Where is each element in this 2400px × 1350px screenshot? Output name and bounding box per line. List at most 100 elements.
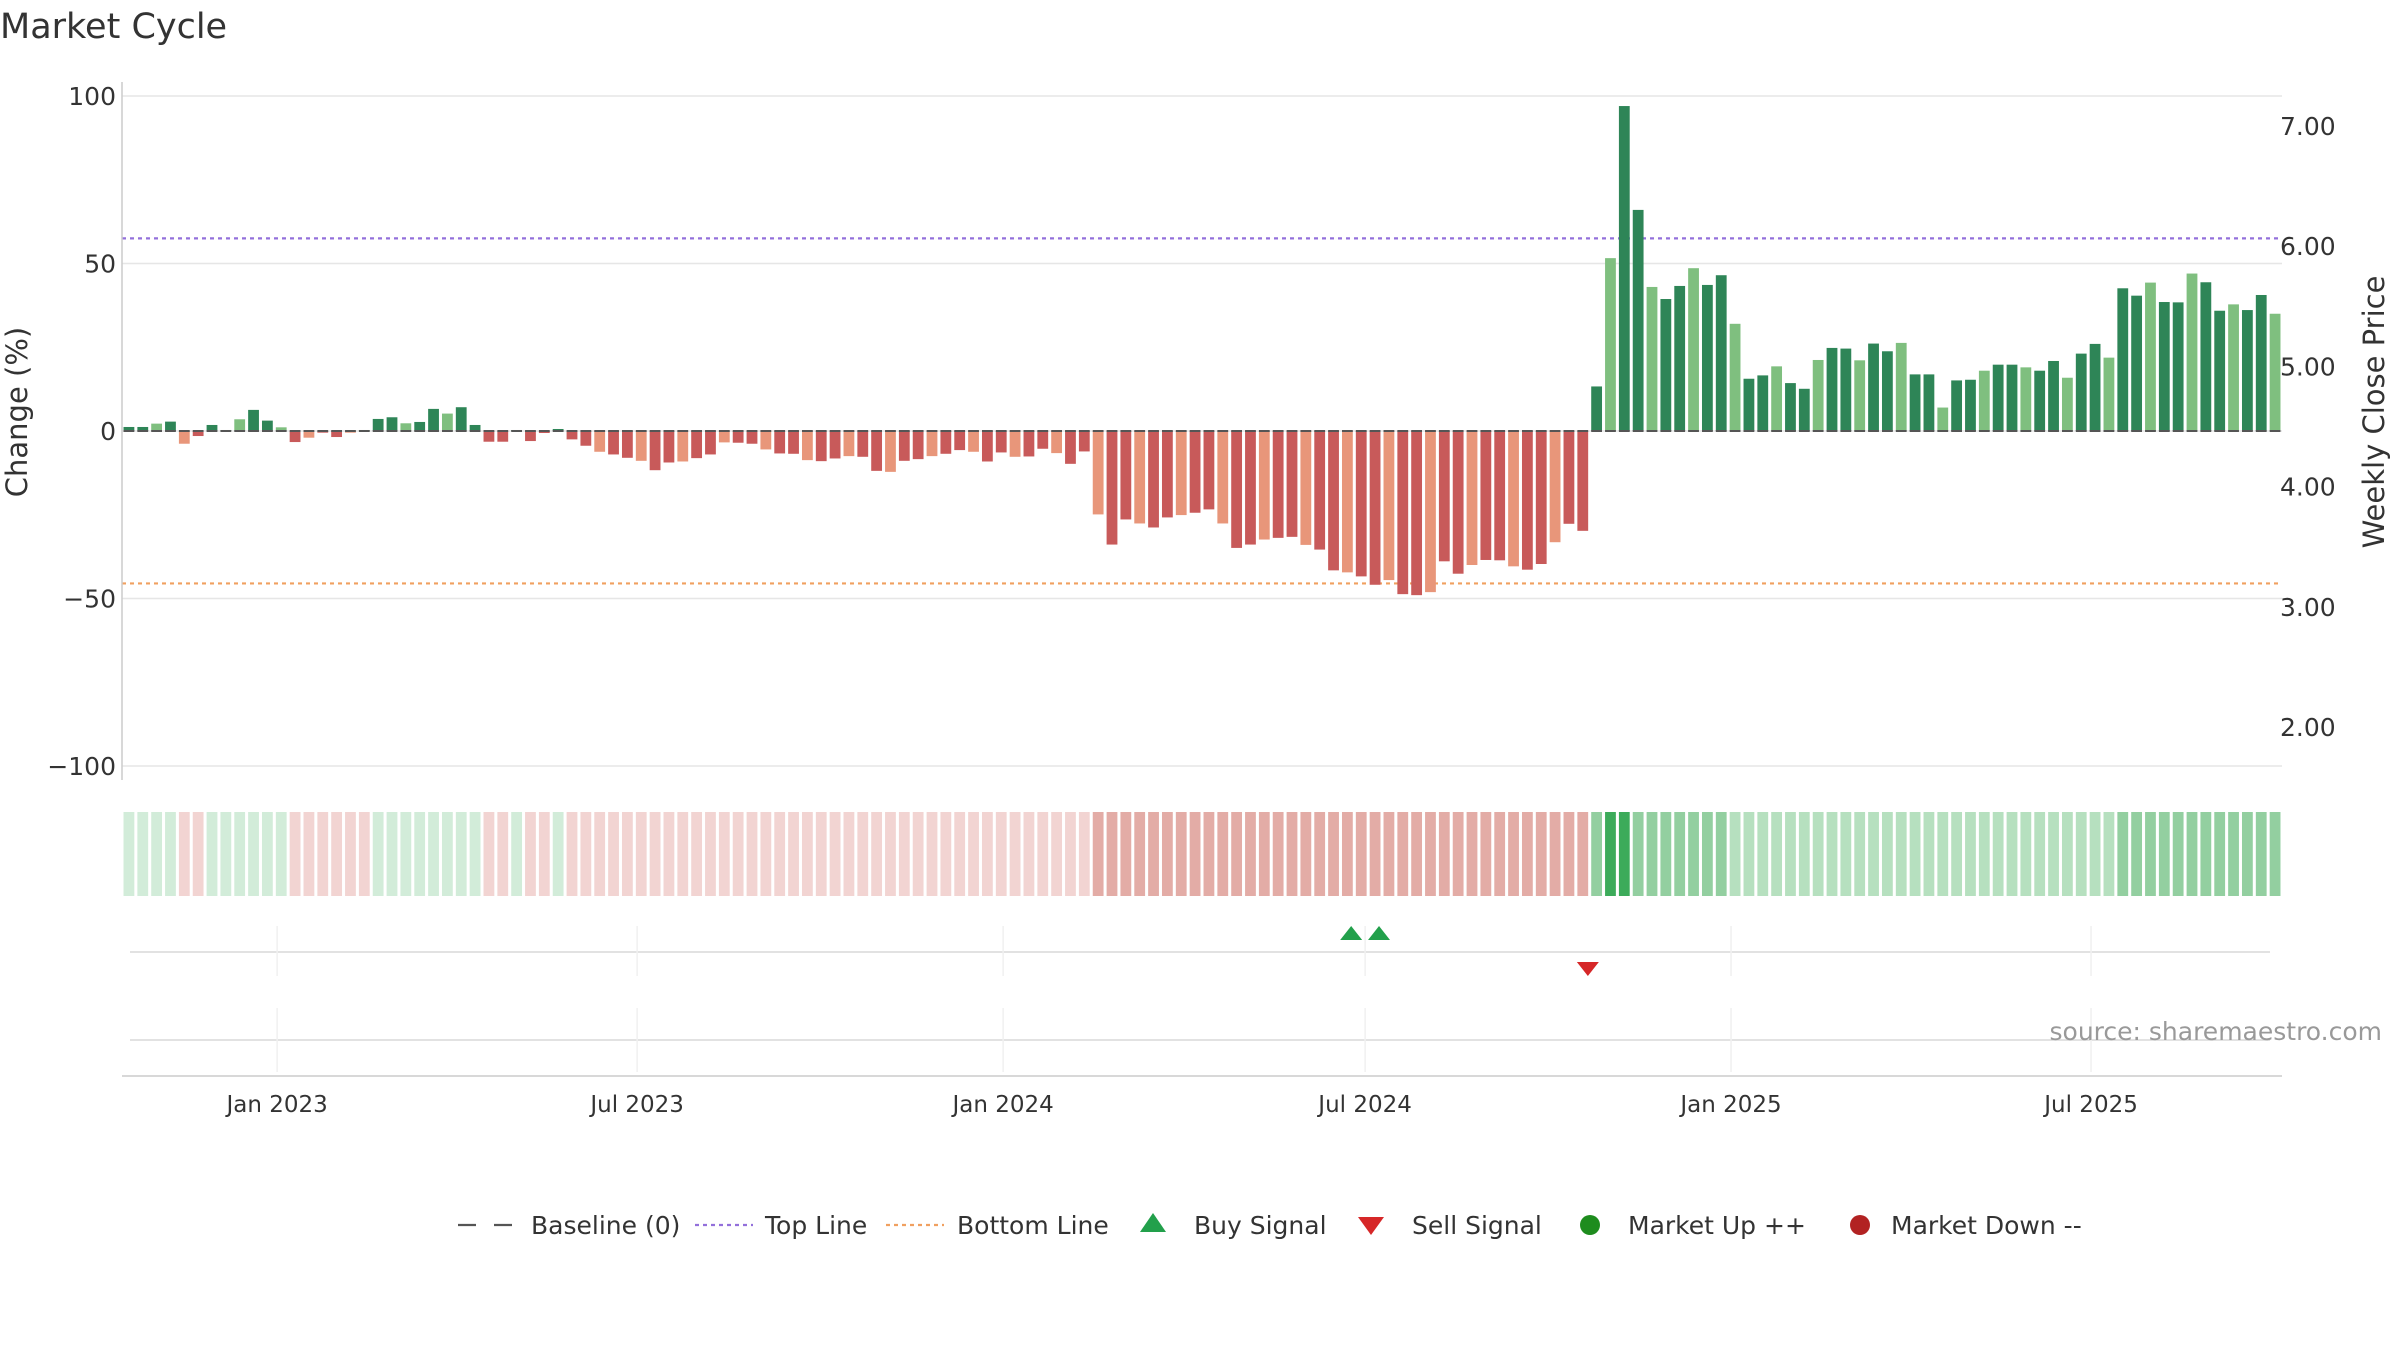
legend-symbol <box>1580 1215 1600 1235</box>
buy-signal-marker <box>1368 926 1391 940</box>
change-bar <box>1411 431 1423 596</box>
x-tick-label: Jan 2023 <box>224 1092 327 1118</box>
change-bars <box>123 106 2281 596</box>
x-axis-ticks: Jan 2023 Jul 2023 Jan 2024 Jul 2024 Jan 2025… <box>224 1092 2137 1118</box>
cycle-band-cell <box>635 812 647 896</box>
change-bar <box>1272 431 1284 538</box>
legend-symbol <box>1850 1215 1870 1235</box>
cycle-band-cell <box>248 812 259 896</box>
cycle-band-cell <box>345 812 356 896</box>
cycle-band-cell <box>234 812 246 896</box>
change-bar <box>1978 370 1990 431</box>
cycle-band-cell <box>2034 812 2046 896</box>
cycle-band-cell <box>2048 812 2059 896</box>
change-bar <box>123 426 135 431</box>
change-bar <box>2034 370 2046 431</box>
change-bar <box>857 431 869 457</box>
change-bar <box>1881 351 1893 431</box>
change-bar <box>608 431 619 455</box>
change-bar <box>538 431 550 434</box>
change-bar <box>331 431 343 438</box>
change-bar <box>1397 431 1409 595</box>
change-bar <box>1051 431 1063 454</box>
cycle-band-cell <box>1674 812 1686 896</box>
change-bar <box>261 420 273 431</box>
change-bar <box>455 407 467 431</box>
change-bar <box>1203 431 1215 510</box>
change-bar <box>1798 388 1810 431</box>
change-bar <box>206 424 218 431</box>
y2-tick-label: 2.00 <box>2280 713 2336 742</box>
cycle-band-cell <box>386 812 398 896</box>
change-bar <box>981 431 993 462</box>
cycle-band-cell <box>1881 812 1893 896</box>
cycle-band-cell <box>2158 812 2170 896</box>
cycle-band-cell <box>912 812 924 896</box>
cycle-band-cell <box>1771 812 1783 896</box>
x-tick-label: Jul 2025 <box>2042 1092 2138 1118</box>
cycle-band-cell <box>1909 812 1921 896</box>
x-tick-label: Jan 2025 <box>1678 1092 1781 1118</box>
change-bar <box>1286 431 1298 537</box>
cycle-band-cell <box>1895 812 1907 896</box>
axes: 100 50 0 −100 −50 7.00 6.00 5.00 4.00 3.00 2.00 <box>47 82 2336 781</box>
legend-item: Sell Signal <box>1358 1211 1542 1240</box>
cycle-band-cell <box>1092 812 1104 896</box>
cycle-band-cell <box>2214 812 2226 896</box>
change-bar <box>1009 431 1021 457</box>
change-bar <box>1688 268 1699 431</box>
y-tick-label: −50 <box>63 585 116 614</box>
change-bar <box>1992 364 2004 431</box>
cycle-band-cell <box>1051 812 1063 896</box>
change-bar <box>400 423 412 431</box>
cycle-band-cell <box>1217 812 1229 896</box>
cycle-band-cell <box>317 812 329 896</box>
cycle-band-cell <box>940 812 952 896</box>
cycle-band-cell <box>1106 812 1118 896</box>
cycle-band-cell <box>178 812 190 896</box>
change-bar <box>2006 364 2018 431</box>
change-bar <box>885 431 896 472</box>
change-bar <box>234 419 246 431</box>
change-bar <box>1785 383 1796 431</box>
change-bar <box>1868 343 1879 431</box>
cycle-band-cell <box>1314 812 1326 896</box>
cycle-band-cell <box>1840 812 1852 896</box>
cycle-band-cell <box>1300 812 1312 896</box>
change-bar <box>1023 431 1035 457</box>
change-bar <box>483 431 495 442</box>
cycle-band-cell <box>1134 812 1146 896</box>
change-bar <box>1937 407 1949 431</box>
change-bar <box>691 431 703 459</box>
change-bar <box>2241 310 2253 431</box>
change-bar <box>2269 313 2281 431</box>
change-bar <box>1521 431 1533 570</box>
change-bar <box>2214 310 2226 431</box>
cycle-band-cell <box>261 812 273 896</box>
cycle-band-cell <box>1023 812 1035 896</box>
cycle-band-cell <box>1743 812 1755 896</box>
change-bar <box>829 431 841 459</box>
change-bar <box>2089 343 2101 431</box>
change-bar <box>1618 106 1630 432</box>
change-bar <box>1258 431 1270 540</box>
legend-item: Market Up ++ <box>1580 1211 1806 1240</box>
change-bar <box>1660 299 1672 431</box>
change-bar <box>594 431 606 452</box>
cycle-band-cell <box>1425 812 1436 896</box>
change-bar <box>1106 431 1118 545</box>
y2-tick-label: 3.00 <box>2280 593 2336 622</box>
cycle-band-cell <box>289 812 301 896</box>
cycle-band-cell <box>1992 812 2004 896</box>
cycle-band-cell <box>275 812 287 896</box>
cycle-band-cell <box>760 812 772 896</box>
cycle-band-cell <box>151 812 163 896</box>
change-bar <box>1148 431 1159 528</box>
legend-symbol <box>1358 1217 1384 1235</box>
change-bar <box>289 431 301 443</box>
cycle-band-cell <box>2117 812 2129 896</box>
legend-item: Top Line <box>695 1211 867 1240</box>
cycle-band-cell <box>1508 812 1519 896</box>
cycle-band-cell <box>1148 812 1159 896</box>
cycle-band-cell <box>538 812 550 896</box>
